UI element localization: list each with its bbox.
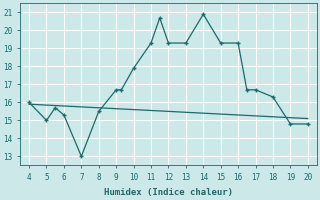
X-axis label: Humidex (Indice chaleur): Humidex (Indice chaleur)	[104, 188, 233, 197]
